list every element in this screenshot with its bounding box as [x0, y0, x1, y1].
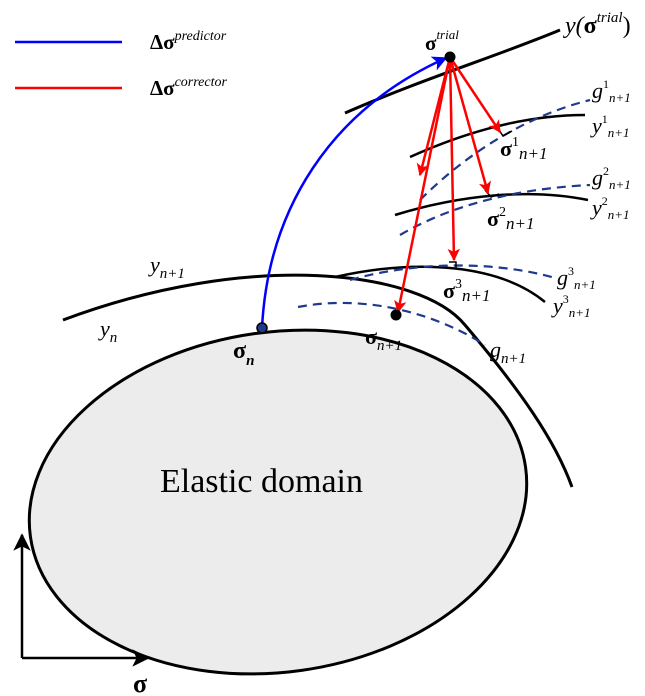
legend: Δσpredictor Δσcorrector [15, 29, 228, 100]
sigma-iter-2-label: σ2n+1 [487, 205, 534, 233]
g-iter-3-label: g3n+1 [557, 264, 596, 292]
sigma-n1-label: σn+1 [365, 324, 402, 354]
sigma-iter-1-label: σ1n+1 [500, 135, 547, 163]
legend-predictor-label: Δσpredictor [150, 29, 227, 54]
g-iter-2-label: g2n+1 [592, 164, 631, 192]
potential-g-n1 [297, 301, 486, 346]
g-n1-label: gn+1 [490, 337, 526, 367]
g-iter-1-label: g1n+1 [592, 77, 631, 105]
trial-label: σtrial [425, 27, 459, 55]
y-n1-label: yn+1 [148, 252, 185, 282]
y-n-label: yn [98, 316, 117, 346]
corrector-arrow-3 [447, 56, 461, 262]
y-iter-3-label: y3n+1 [551, 292, 591, 320]
y-iter-2-label: y2n+1 [590, 194, 630, 222]
sigma-iter-3-label: σ3n+1 [443, 277, 490, 305]
yield-surface-trial [344, 28, 561, 115]
corrector-arrow-final [394, 56, 452, 314]
sigma-n-point [256, 322, 268, 334]
x-axis-label: σ [133, 669, 147, 696]
right-angle-3 [449, 261, 457, 269]
sigma-n-label: σn [233, 338, 254, 369]
predictor-arrow [260, 56, 448, 329]
axes: σ [13, 533, 150, 696]
yield-surface-n1 [62, 273, 574, 488]
corrector-arrow-2 [448, 56, 491, 195]
yield-trial-label: y(σtrial) [563, 10, 631, 39]
yield-surface-iter-3 [334, 265, 546, 303]
sigma-trial-point [444, 51, 456, 63]
sigma-n1-point [390, 309, 402, 321]
potential-g-iter-3 [349, 264, 556, 282]
elastic-domain: Elastic domain [27, 328, 529, 676]
y-iter-1-label: y1n+1 [590, 112, 630, 140]
corrector-arrow-1 [448, 56, 502, 134]
legend-corrector-label: Δσcorrector [150, 75, 228, 100]
elastic-domain-label: Elastic domain [160, 463, 363, 500]
